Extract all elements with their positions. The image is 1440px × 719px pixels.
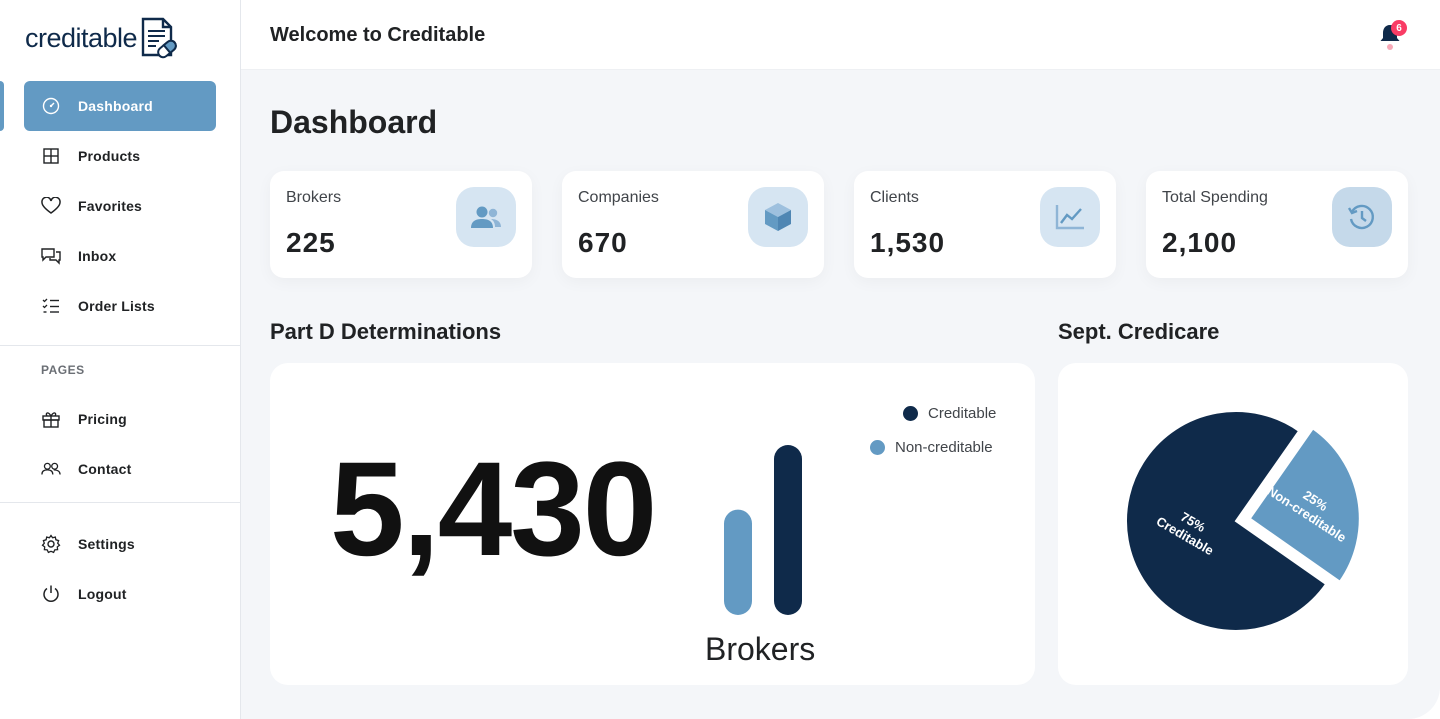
bar-chart-label: Brokers <box>705 631 816 667</box>
section-title-credicare: Sept. Credicare <box>1058 319 1220 344</box>
document-pill-icon <box>141 17 177 59</box>
sidebar-item-label: Favorites <box>78 198 143 214</box>
sidebar-item-label: Pricing <box>78 411 127 427</box>
legend-dot <box>870 440 885 455</box>
stat-card-companies[interactable]: Companies 670 <box>562 171 824 278</box>
stat-value: 225 <box>286 227 336 258</box>
sidebar-item-products[interactable]: Products <box>0 131 241 181</box>
bar-chart <box>724 445 802 615</box>
logo[interactable]: creditable <box>25 16 177 60</box>
notification-badge: 6 <box>1391 20 1407 36</box>
big-number: 5,430 <box>330 435 657 584</box>
legend-item-creditable: Creditable <box>903 405 996 422</box>
section-title-determinations: Part D Determinations <box>270 319 502 344</box>
sidebar-item-label: Products <box>78 148 141 164</box>
nav-divider <box>0 502 240 503</box>
sidebar-item-label: Dashboard <box>78 98 153 114</box>
grid-icon <box>41 146 61 166</box>
stat-label: Brokers <box>286 189 342 206</box>
heart-icon <box>41 196 61 216</box>
page-title: Dashboard <box>270 104 438 140</box>
dashboard-icon <box>41 96 61 116</box>
determinations-panel: 5,430 Creditable Non-creditable Brokers <box>270 363 1035 685</box>
legend-dot <box>903 406 918 421</box>
pie-slice-creditable <box>1125 410 1328 632</box>
nav-divider <box>0 345 240 346</box>
bell-clapper <box>1387 44 1393 50</box>
line-chart-icon <box>1040 187 1100 247</box>
bottom-nav: Settings Logout <box>0 519 241 619</box>
bar-creditable <box>774 445 802 615</box>
credicare-panel: 75% Creditable 25% Non-creditable <box>1058 363 1408 685</box>
chat-icon <box>41 246 61 266</box>
legend-label: Non-creditable <box>895 439 993 456</box>
legend-item-non-creditable: Non-creditable <box>870 439 993 456</box>
sidebar-item-label: Logout <box>78 586 127 602</box>
sidebar-item-favorites[interactable]: Favorites <box>0 181 241 231</box>
sidebar-item-dashboard[interactable]: Dashboard <box>0 81 241 131</box>
header-title: Welcome to Creditable <box>270 24 486 46</box>
bar-non-creditable <box>724 509 752 615</box>
users-icon <box>41 459 61 479</box>
sidebar: creditable Dashboard Prod <box>0 0 241 719</box>
sidebar-item-label: Inbox <box>78 248 117 264</box>
sidebar-item-label: Contact <box>78 461 132 477</box>
stat-value: 670 <box>578 227 628 258</box>
checklist-icon <box>41 296 61 316</box>
stat-label: Clients <box>870 189 919 206</box>
history-icon <box>1332 187 1392 247</box>
gear-icon <box>41 534 61 554</box>
sidebar-item-settings[interactable]: Settings <box>0 519 241 569</box>
active-item-background <box>24 81 216 131</box>
section-label-pages: PAGES <box>41 363 85 377</box>
main-nav: Dashboard Products Favorites Inbox Order… <box>0 81 241 331</box>
stat-card-brokers[interactable]: Brokers 225 <box>270 171 532 278</box>
top-header: Welcome to Creditable 6 <box>241 0 1440 70</box>
stat-card-clients[interactable]: Clients 1,530 <box>854 171 1116 278</box>
sidebar-item-pricing[interactable]: Pricing <box>0 394 241 444</box>
stat-card-total-spending[interactable]: Total Spending 2,100 <box>1146 171 1408 278</box>
stat-label: Total Spending <box>1162 189 1268 206</box>
pages-nav: Pricing Contact <box>0 394 241 494</box>
users-icon <box>456 187 516 247</box>
power-icon <box>41 584 61 604</box>
sidebar-item-order-lists[interactable]: Order Lists <box>0 281 241 331</box>
cube-icon <box>748 187 808 247</box>
gift-icon <box>41 409 61 429</box>
stat-value: 1,530 <box>870 227 946 258</box>
legend-label: Creditable <box>928 405 997 422</box>
sidebar-item-label: Settings <box>78 536 135 552</box>
sidebar-item-logout[interactable]: Logout <box>0 569 241 619</box>
sidebar-item-inbox[interactable]: Inbox <box>0 231 241 281</box>
main-content: Dashboard Brokers 225 Companies 670 Clie… <box>241 70 1440 719</box>
sidebar-item-label: Order Lists <box>78 298 155 314</box>
stat-label: Companies <box>578 189 659 206</box>
active-nav-marker <box>0 81 4 131</box>
stat-value: 2,100 <box>1162 227 1238 258</box>
logo-text: creditable <box>25 22 138 53</box>
sidebar-item-contact[interactable]: Contact <box>0 444 241 494</box>
pie-slice-non-creditable <box>1248 427 1361 584</box>
